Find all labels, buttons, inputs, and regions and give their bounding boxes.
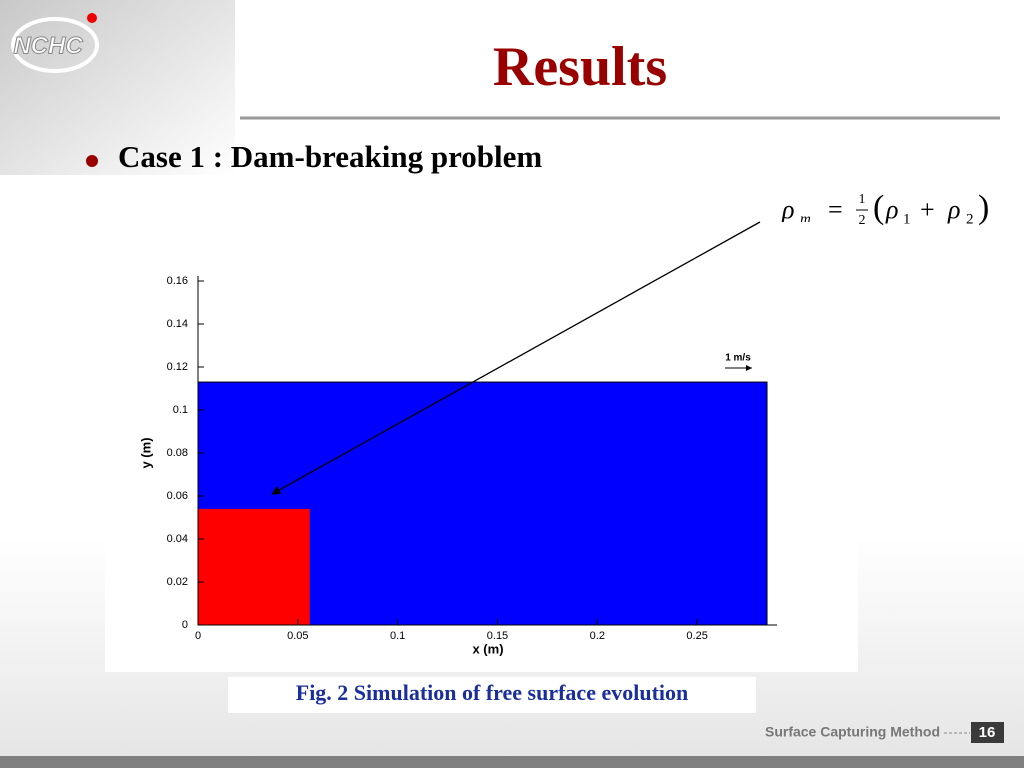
figure-caption: Fig. 2 Simulation of free surface evolut… (296, 680, 689, 705)
formula-sub: 1 (903, 211, 911, 227)
region (198, 508, 310, 625)
y-tick-label: 0.16 (167, 275, 188, 287)
logo-ring (11, 17, 99, 73)
bullet-text: Case 1 : Dam-breaking problem (118, 139, 542, 174)
reference-vector-label: 1 m/s (725, 353, 751, 364)
x-tick-label: 0.05 (287, 630, 308, 642)
formula-rho: ρ (885, 195, 898, 224)
logo: NCHC (13, 32, 83, 59)
page-number: 16 (979, 724, 996, 741)
x-tick-label: 0.1 (390, 630, 405, 642)
formula-rho: ρ (781, 195, 794, 224)
caption-box (228, 677, 756, 713)
y-axis-label: y (m) (138, 437, 153, 468)
y-tick-label: 0 (182, 619, 188, 631)
page-box (971, 722, 1004, 743)
x-tick-label: 0 (195, 630, 201, 642)
formula-sub: m (800, 211, 811, 227)
logo-backdrop (0, 0, 235, 175)
y-tick-label: 0.14 (167, 318, 188, 330)
y-tick-label: 0.04 (167, 533, 188, 545)
slide-title: Results (493, 36, 667, 98)
y-tick-label: 0.1 (173, 404, 188, 416)
chart: 0 0.05 0.1 0.15 0.2 0.25 0 0.02 0.04 0.06 0.08 0.1 0… (138, 275, 777, 656)
bullet-dot (86, 155, 98, 167)
x-tick-label: 0.25 (686, 630, 707, 642)
y-tick-label: 0.02 (167, 576, 188, 588)
formula-op: = (828, 195, 843, 224)
x-tick-label: 0.2 (590, 630, 605, 642)
reference-vector-head (746, 365, 752, 371)
callout-arrow (271, 221, 761, 495)
y-tick-label: 0.08 (167, 447, 188, 459)
formula: ρ m = 1 2 ( ρ 1 + ρ 2 ) (781, 189, 989, 228)
formula-num: 1 (859, 192, 866, 207)
x-axis-label: x (m) (472, 641, 503, 656)
formula-den: 2 (859, 213, 866, 228)
footer-text: Surface Capturing Method (765, 724, 940, 740)
formula-paren: ) (978, 189, 989, 226)
bottom-band (0, 756, 1024, 768)
formula-op: + (920, 195, 935, 224)
formula-sub: 2 (966, 211, 974, 227)
y-tick-label: 0.12 (167, 361, 188, 373)
formula-rho: ρ (947, 195, 960, 224)
logo-dot (87, 13, 97, 23)
x-tick-label: 0.15 (487, 630, 508, 642)
y-tick-label: 0.06 (167, 490, 188, 502)
formula-paren: ( (873, 189, 884, 226)
